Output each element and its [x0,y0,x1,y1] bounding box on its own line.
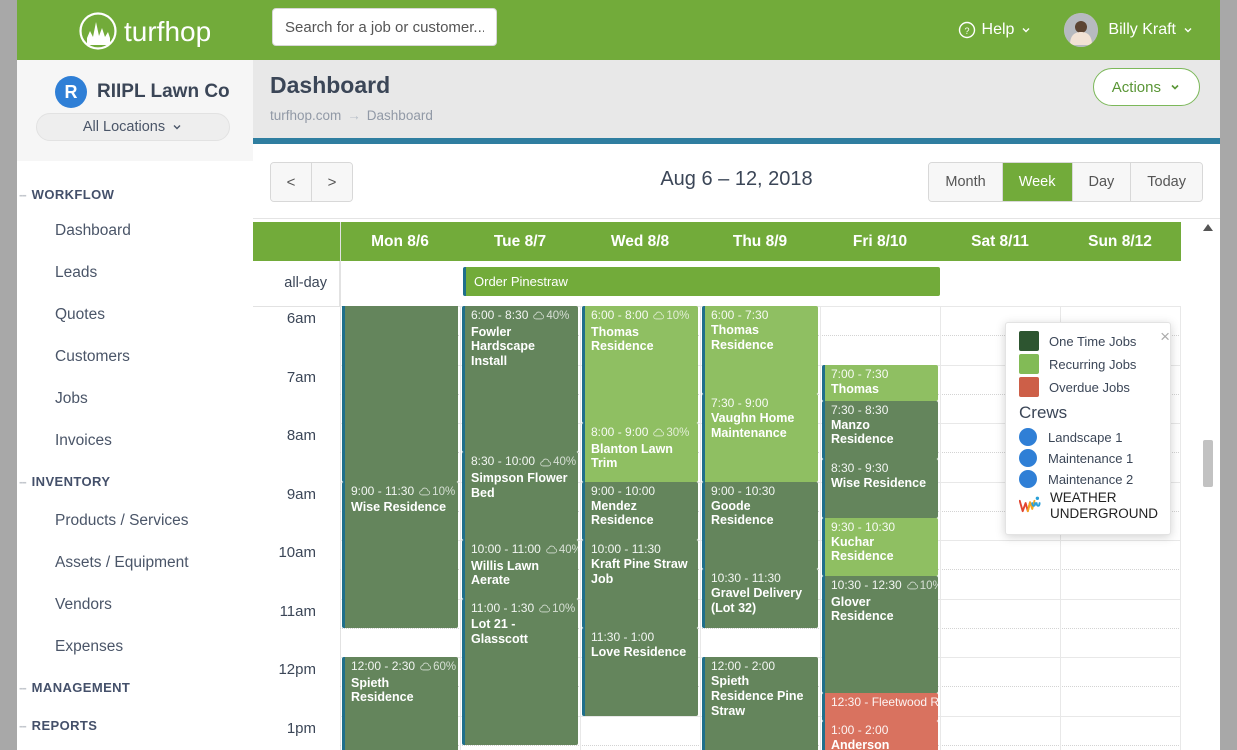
svg-text:?: ? [964,26,969,36]
